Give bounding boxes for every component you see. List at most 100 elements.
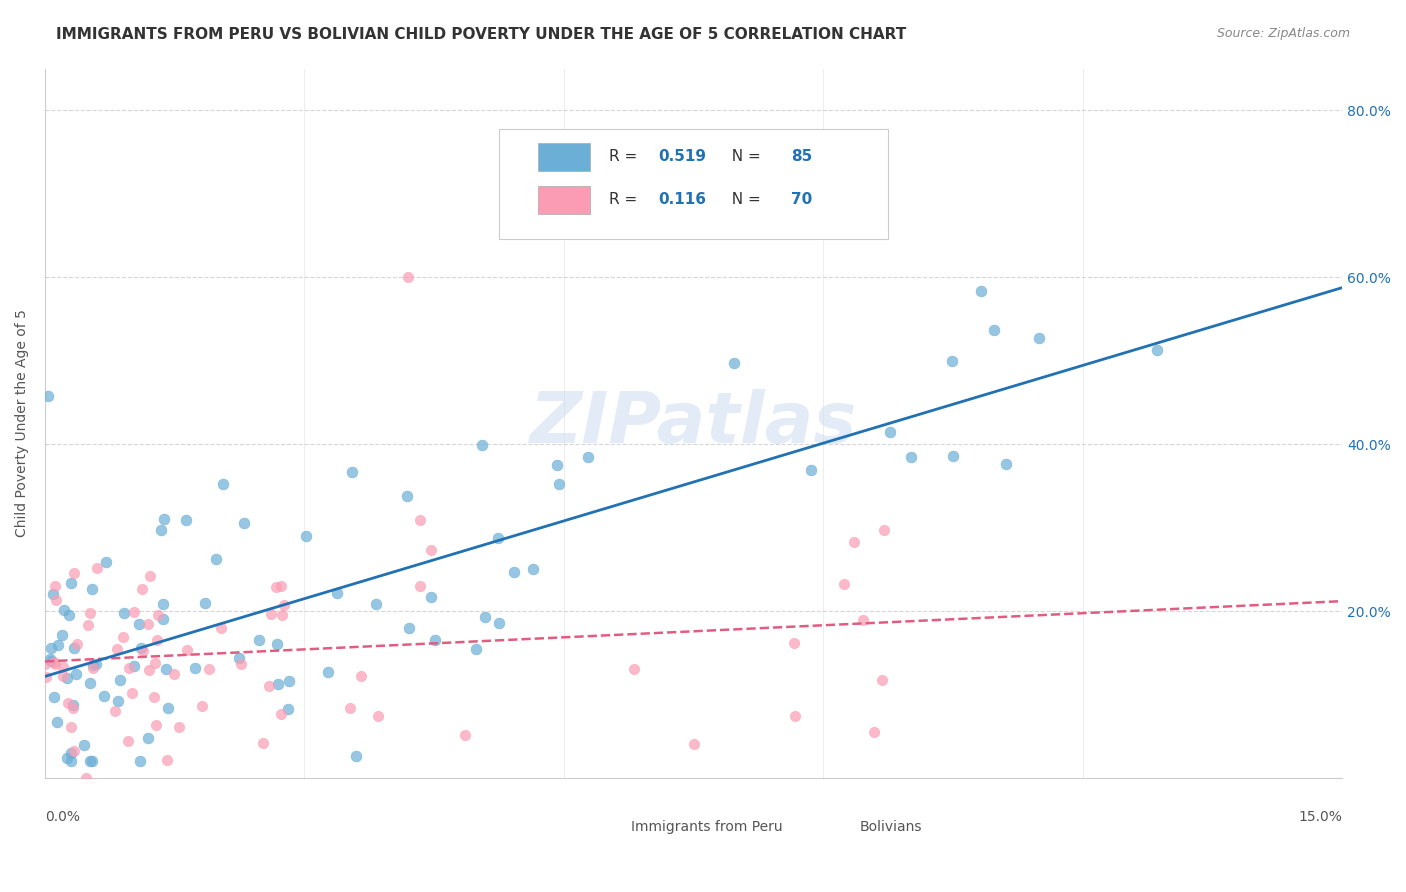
Point (121, 686, 143, 700)
Point (77, 617, 100, 632)
Point (117, 734, 139, 748)
Text: 0.519: 0.519 (658, 149, 707, 164)
Point (1028, 331, 1050, 345)
Point (56, 671, 79, 685)
Point (502, 565, 524, 579)
Point (852, 613, 875, 627)
Point (152, 612, 174, 626)
Point (42, 690, 65, 704)
Point (832, 577, 855, 591)
Point (1146, 343, 1168, 357)
Point (247, 633, 270, 648)
Point (93, 690, 115, 704)
Point (118, 661, 141, 675)
Point (264, 580, 287, 594)
Point (146, 632, 169, 647)
Point (396, 270, 419, 285)
Point (56, 696, 79, 710)
Text: 70: 70 (792, 193, 813, 207)
Y-axis label: Child Poverty Under the Age of 5: Child Poverty Under the Age of 5 (15, 310, 30, 537)
Point (51, 628, 73, 642)
Point (339, 701, 361, 715)
Point (546, 458, 568, 472)
Point (150, 523, 173, 537)
Point (56, 751, 79, 765)
Text: R =: R = (609, 193, 647, 207)
Point (131, 641, 153, 656)
Point (82, 658, 104, 673)
Point (86, 560, 108, 574)
Point (63, 744, 86, 758)
Point (344, 749, 367, 764)
Point (79, 675, 101, 690)
Point (53, 603, 76, 617)
Point (82, 661, 104, 675)
Text: Source: ZipAtlas.com: Source: ZipAtlas.com (1216, 27, 1350, 40)
FancyBboxPatch shape (499, 128, 889, 239)
Point (39, 640, 62, 655)
Point (983, 323, 1005, 337)
Point (156, 701, 179, 715)
Point (42, 587, 65, 601)
Point (471, 438, 494, 452)
Point (37, 388, 59, 402)
Point (863, 725, 886, 739)
Point (800, 462, 823, 476)
Text: 0.0%: 0.0% (45, 810, 80, 823)
Point (194, 596, 217, 610)
Point (873, 523, 896, 537)
Point (60, 720, 83, 734)
Point (879, 425, 901, 440)
Point (260, 607, 283, 621)
Point (66, 637, 89, 651)
Point (131, 582, 153, 597)
Point (522, 562, 544, 576)
Point (138, 663, 160, 677)
Point (270, 706, 292, 721)
Text: ZIPatlas: ZIPatlas (530, 389, 858, 458)
Point (42, 656, 65, 670)
Point (174, 513, 197, 527)
Point (623, 662, 645, 676)
Point (79, 607, 101, 621)
Point (995, 457, 1018, 471)
Point (474, 610, 496, 624)
Point (273, 598, 295, 612)
Point (112, 606, 135, 620)
Point (46, 715, 69, 730)
Point (44, 579, 66, 593)
Point (84, 657, 107, 671)
Point (267, 677, 290, 691)
Point (142, 690, 165, 704)
Point (63, 640, 86, 655)
Point (75, 771, 97, 785)
Text: 15.0%: 15.0% (1298, 810, 1343, 823)
Point (231, 657, 253, 671)
Point (576, 450, 599, 464)
Point (82, 754, 104, 768)
Point (112, 630, 135, 644)
Text: Immigrants from Peru: Immigrants from Peru (631, 820, 783, 834)
Point (408, 579, 430, 593)
Point (145, 717, 167, 731)
Point (900, 450, 922, 465)
Point (398, 620, 420, 634)
Point (34, 657, 56, 672)
Text: 85: 85 (792, 149, 813, 164)
Point (46, 638, 69, 652)
Point (94, 555, 117, 569)
Point (62, 566, 84, 581)
Point (79, 754, 101, 768)
Point (155, 661, 177, 675)
Point (60, 746, 83, 760)
Point (316, 665, 339, 680)
Point (326, 586, 349, 600)
FancyBboxPatch shape (538, 143, 591, 171)
Point (176, 643, 198, 657)
Text: R =: R = (609, 149, 647, 164)
Point (419, 590, 441, 604)
Point (44, 657, 66, 671)
Point (35, 670, 58, 684)
Point (132, 644, 155, 658)
Point (62, 700, 84, 714)
